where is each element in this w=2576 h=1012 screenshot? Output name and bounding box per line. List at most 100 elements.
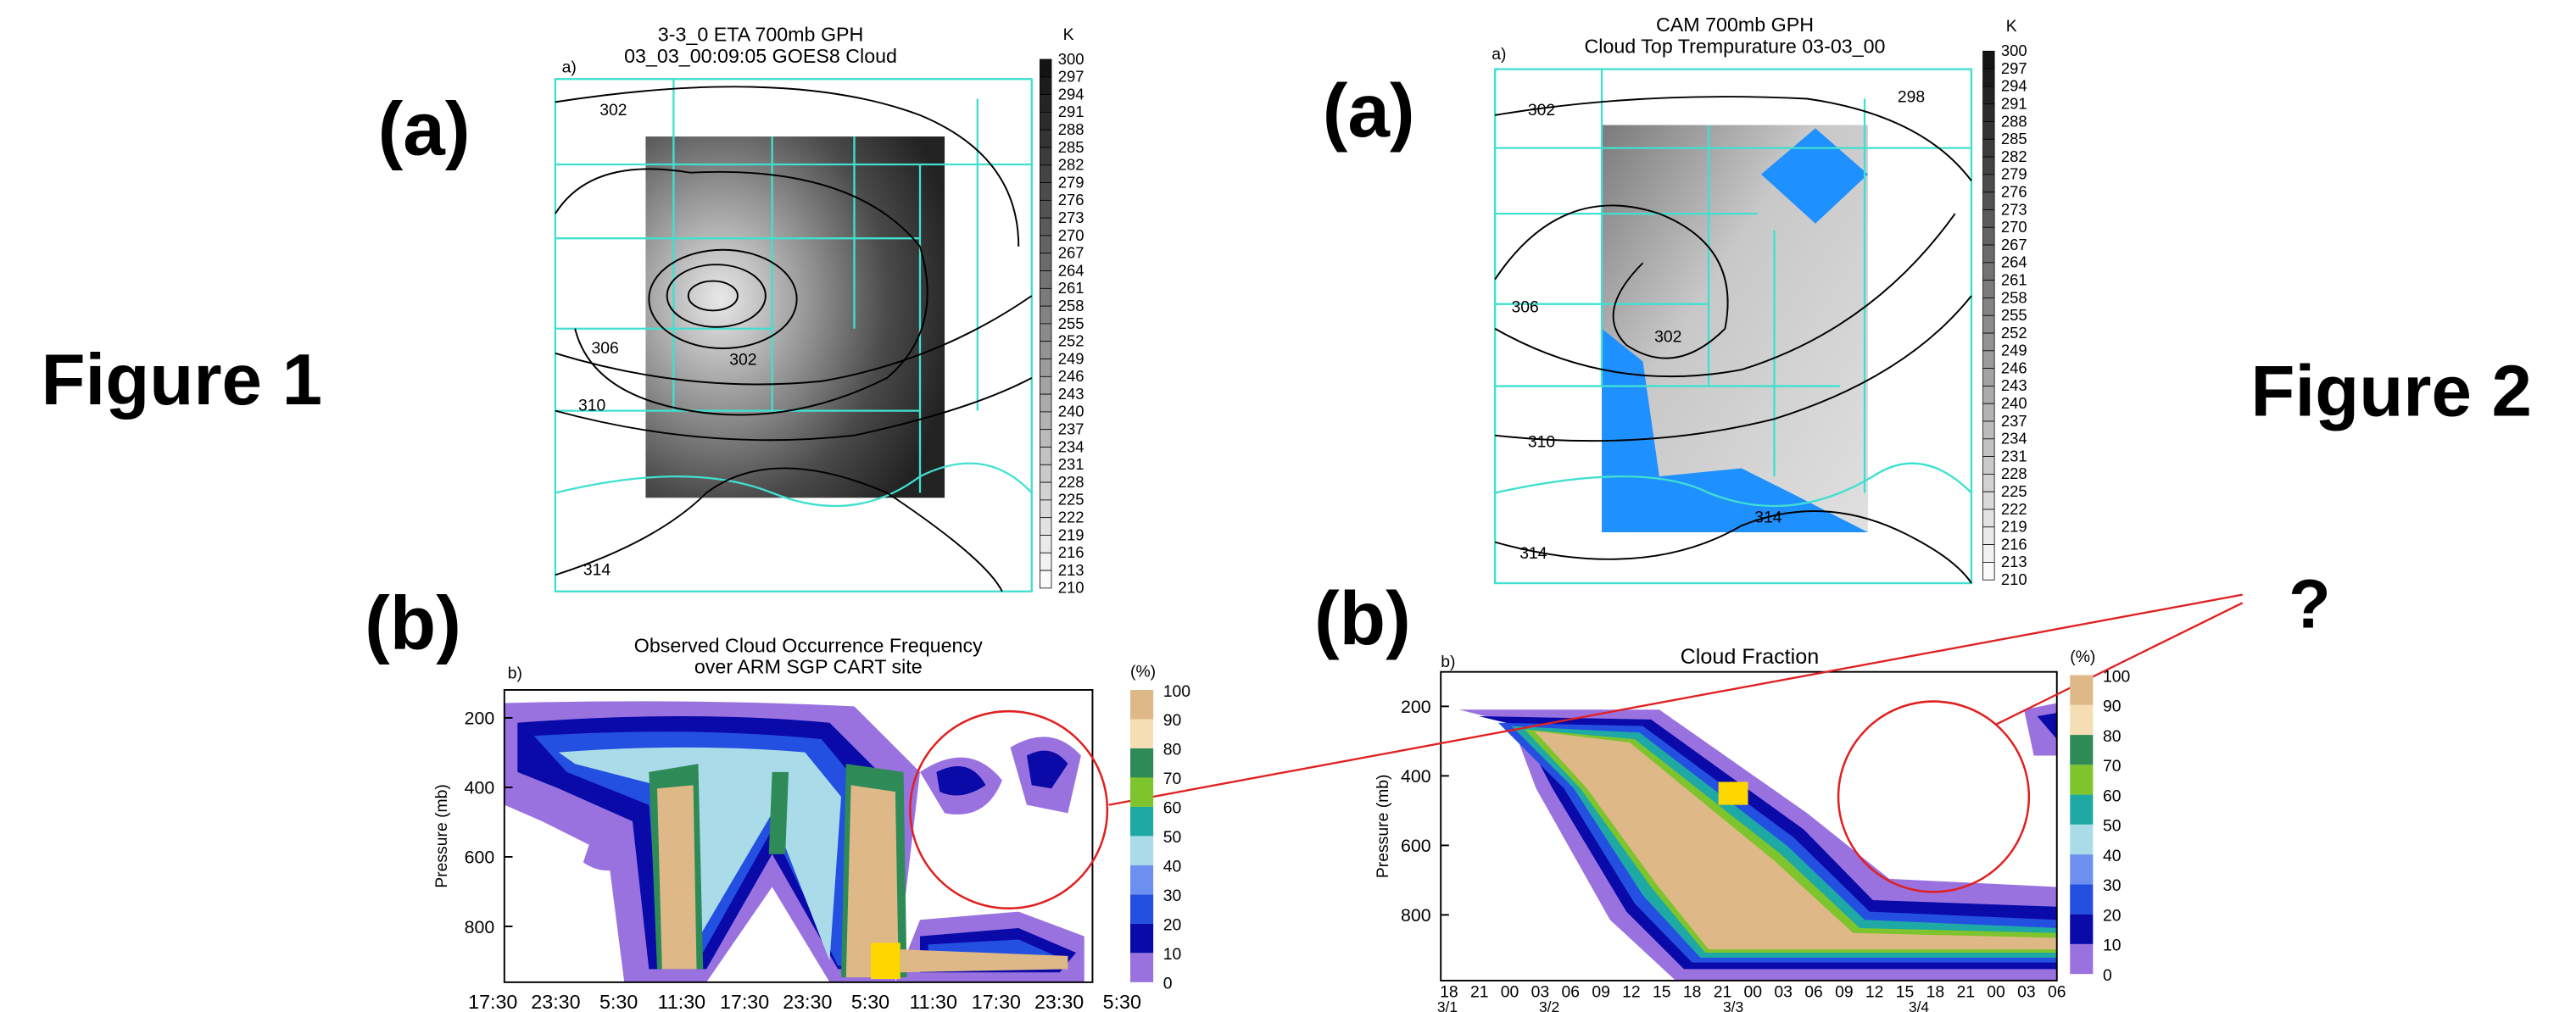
colorbar-tick-label: 228 bbox=[2001, 464, 2027, 482]
colorbar-swatch bbox=[2070, 794, 2094, 825]
colorbar-tick-label: 243 bbox=[2001, 376, 2027, 394]
x-tick-label: 21 bbox=[1956, 982, 1975, 1001]
colorbar-tick-label: 285 bbox=[1058, 138, 1084, 156]
colorbar-tick-label: 234 bbox=[2001, 430, 2027, 448]
colorbar-swatch bbox=[1982, 138, 1995, 158]
colorbar-tick-label: 222 bbox=[2001, 500, 2027, 518]
colorbar-swatch bbox=[1982, 192, 1995, 210]
colorbar-swatch bbox=[1040, 359, 1052, 377]
x-tick-label: 5:30 bbox=[1103, 991, 1141, 1012]
colorbar-tick-label: 225 bbox=[2001, 482, 2027, 500]
colorbar-swatch bbox=[1040, 129, 1052, 148]
contour-label: 310 bbox=[1528, 432, 1556, 451]
contour-label: 302 bbox=[729, 350, 756, 369]
colorbar-tick-label: 276 bbox=[1058, 191, 1084, 209]
colorbar-tick-label: 30 bbox=[2103, 876, 2122, 895]
colorbar-tick-label: 258 bbox=[1058, 297, 1084, 314]
y-tick-label: 400 bbox=[1401, 766, 1431, 787]
cloud-free-area bbox=[1761, 128, 1868, 224]
contour bbox=[555, 467, 1003, 592]
colorbar-swatch bbox=[1040, 481, 1052, 501]
colorbar-swatch bbox=[1982, 262, 1995, 281]
panel-title: over ARM SGP CART site bbox=[694, 656, 923, 678]
colorbar-unit: (%) bbox=[2070, 648, 2095, 666]
contour-label: 314 bbox=[583, 560, 611, 579]
colorbar-tick-label: 70 bbox=[1163, 770, 1182, 788]
colorbar-swatch bbox=[1130, 748, 1154, 778]
colorbar-tick-label: 100 bbox=[1163, 682, 1191, 701]
y-tick-label: 400 bbox=[465, 778, 495, 798]
x-tick-label: 23:30 bbox=[531, 991, 580, 1012]
colorbar-tick-label: 20 bbox=[2103, 906, 2122, 925]
contour bbox=[666, 264, 767, 328]
colorbar-swatch bbox=[1982, 280, 1995, 298]
pointer-line bbox=[1108, 593, 2243, 806]
colorbar-tick-label: 300 bbox=[1058, 50, 1084, 68]
x-tick-label: 5:30 bbox=[851, 991, 889, 1012]
colorbar-swatch bbox=[1040, 570, 1052, 589]
panel-title: 3-3_0 ETA 700mb GPH bbox=[658, 24, 864, 46]
colorbar-tick-label: 243 bbox=[1058, 385, 1084, 403]
x-tick-label: 12 bbox=[1622, 982, 1641, 1001]
x-tick-label: 17:30 bbox=[972, 991, 1021, 1012]
panel-letter: (a) bbox=[378, 86, 471, 170]
colorbar-swatch bbox=[1040, 535, 1052, 553]
colorbar-tick-label: 216 bbox=[2001, 535, 2027, 553]
colorbar-tick-label: 288 bbox=[1058, 120, 1084, 138]
colorbar-tick-label: 80 bbox=[2103, 727, 2122, 746]
colorbar-swatch bbox=[1040, 147, 1052, 166]
contour bbox=[555, 295, 1033, 386]
colorbar-swatch bbox=[1040, 182, 1052, 201]
y-tick-label: 200 bbox=[465, 709, 495, 729]
x-tick-label: 00 bbox=[1987, 982, 2005, 1001]
colorbar-swatch bbox=[1040, 199, 1052, 219]
colorbar-swatch bbox=[1982, 509, 1995, 528]
y-axis-label: Pressure (mb) bbox=[1374, 774, 1392, 878]
colorbar-swatch bbox=[1982, 438, 1995, 458]
panel-title: Cloud Fraction bbox=[1681, 645, 1820, 669]
panel-tag: b) bbox=[1441, 653, 1455, 671]
x-tick-label: 17:30 bbox=[468, 991, 517, 1012]
x-tick-label: 5:30 bbox=[599, 991, 638, 1012]
x-tick-label: 00 bbox=[1501, 982, 1519, 1001]
colorbar-tick-label: 228 bbox=[1058, 473, 1084, 491]
colorbar-tick-label: 252 bbox=[2001, 324, 2027, 342]
colorbar-swatch bbox=[1982, 86, 1995, 105]
colorbar-swatch bbox=[1982, 297, 1995, 316]
colorbar-tick-label: 264 bbox=[2001, 253, 2027, 271]
colorbar-swatch bbox=[1982, 544, 1995, 563]
colorbar-tick-label: 210 bbox=[1058, 579, 1084, 597]
contour bbox=[555, 86, 1020, 247]
x-date-label: 3/3 bbox=[1723, 998, 1743, 1012]
colorbar-tick-label: 213 bbox=[2001, 553, 2027, 570]
colorbar-tick-label: 261 bbox=[2001, 270, 2027, 288]
colorbar-swatch bbox=[2070, 765, 2094, 795]
contour-label: 302 bbox=[1528, 101, 1555, 120]
x-tick-label: 03 bbox=[1531, 982, 1550, 1001]
contour-label: 302 bbox=[599, 101, 627, 120]
colorbar-swatch bbox=[1040, 447, 1052, 465]
colorbar-swatch bbox=[1040, 235, 1052, 254]
contour-fill bbox=[657, 785, 1068, 978]
colorbar-swatch bbox=[1040, 375, 1052, 395]
colorbar-swatch bbox=[1040, 429, 1052, 448]
x-tick-label: 15 bbox=[1653, 982, 1671, 1001]
colorbar-tick-label: 30 bbox=[1163, 887, 1182, 905]
contour-fill bbox=[583, 737, 1084, 982]
colorbar-tick-label: 297 bbox=[1058, 68, 1084, 86]
colorbar-tick-label: 210 bbox=[2001, 570, 2027, 588]
panel-title: Observed Cloud Occurrence Frequency bbox=[634, 634, 983, 656]
x-tick-label: 11:30 bbox=[658, 991, 706, 1012]
colorbar-tick-label: 20 bbox=[1163, 916, 1182, 935]
contour bbox=[555, 168, 928, 416]
x-tick-label: 12 bbox=[1865, 982, 1884, 1001]
colorbar-swatch bbox=[1040, 287, 1052, 307]
colorbar-swatch bbox=[1130, 923, 1154, 954]
colorbar-tick-label: 291 bbox=[1058, 103, 1084, 120]
colorbar-swatch bbox=[1982, 368, 1995, 386]
colorbar-tick-label: 279 bbox=[2001, 165, 2027, 183]
time-height-panel: Cloud Fraction b) Pressure (mb) bbox=[1374, 645, 2058, 981]
colorbar-tick-label: 80 bbox=[1163, 741, 1182, 759]
contour bbox=[1494, 204, 1729, 359]
